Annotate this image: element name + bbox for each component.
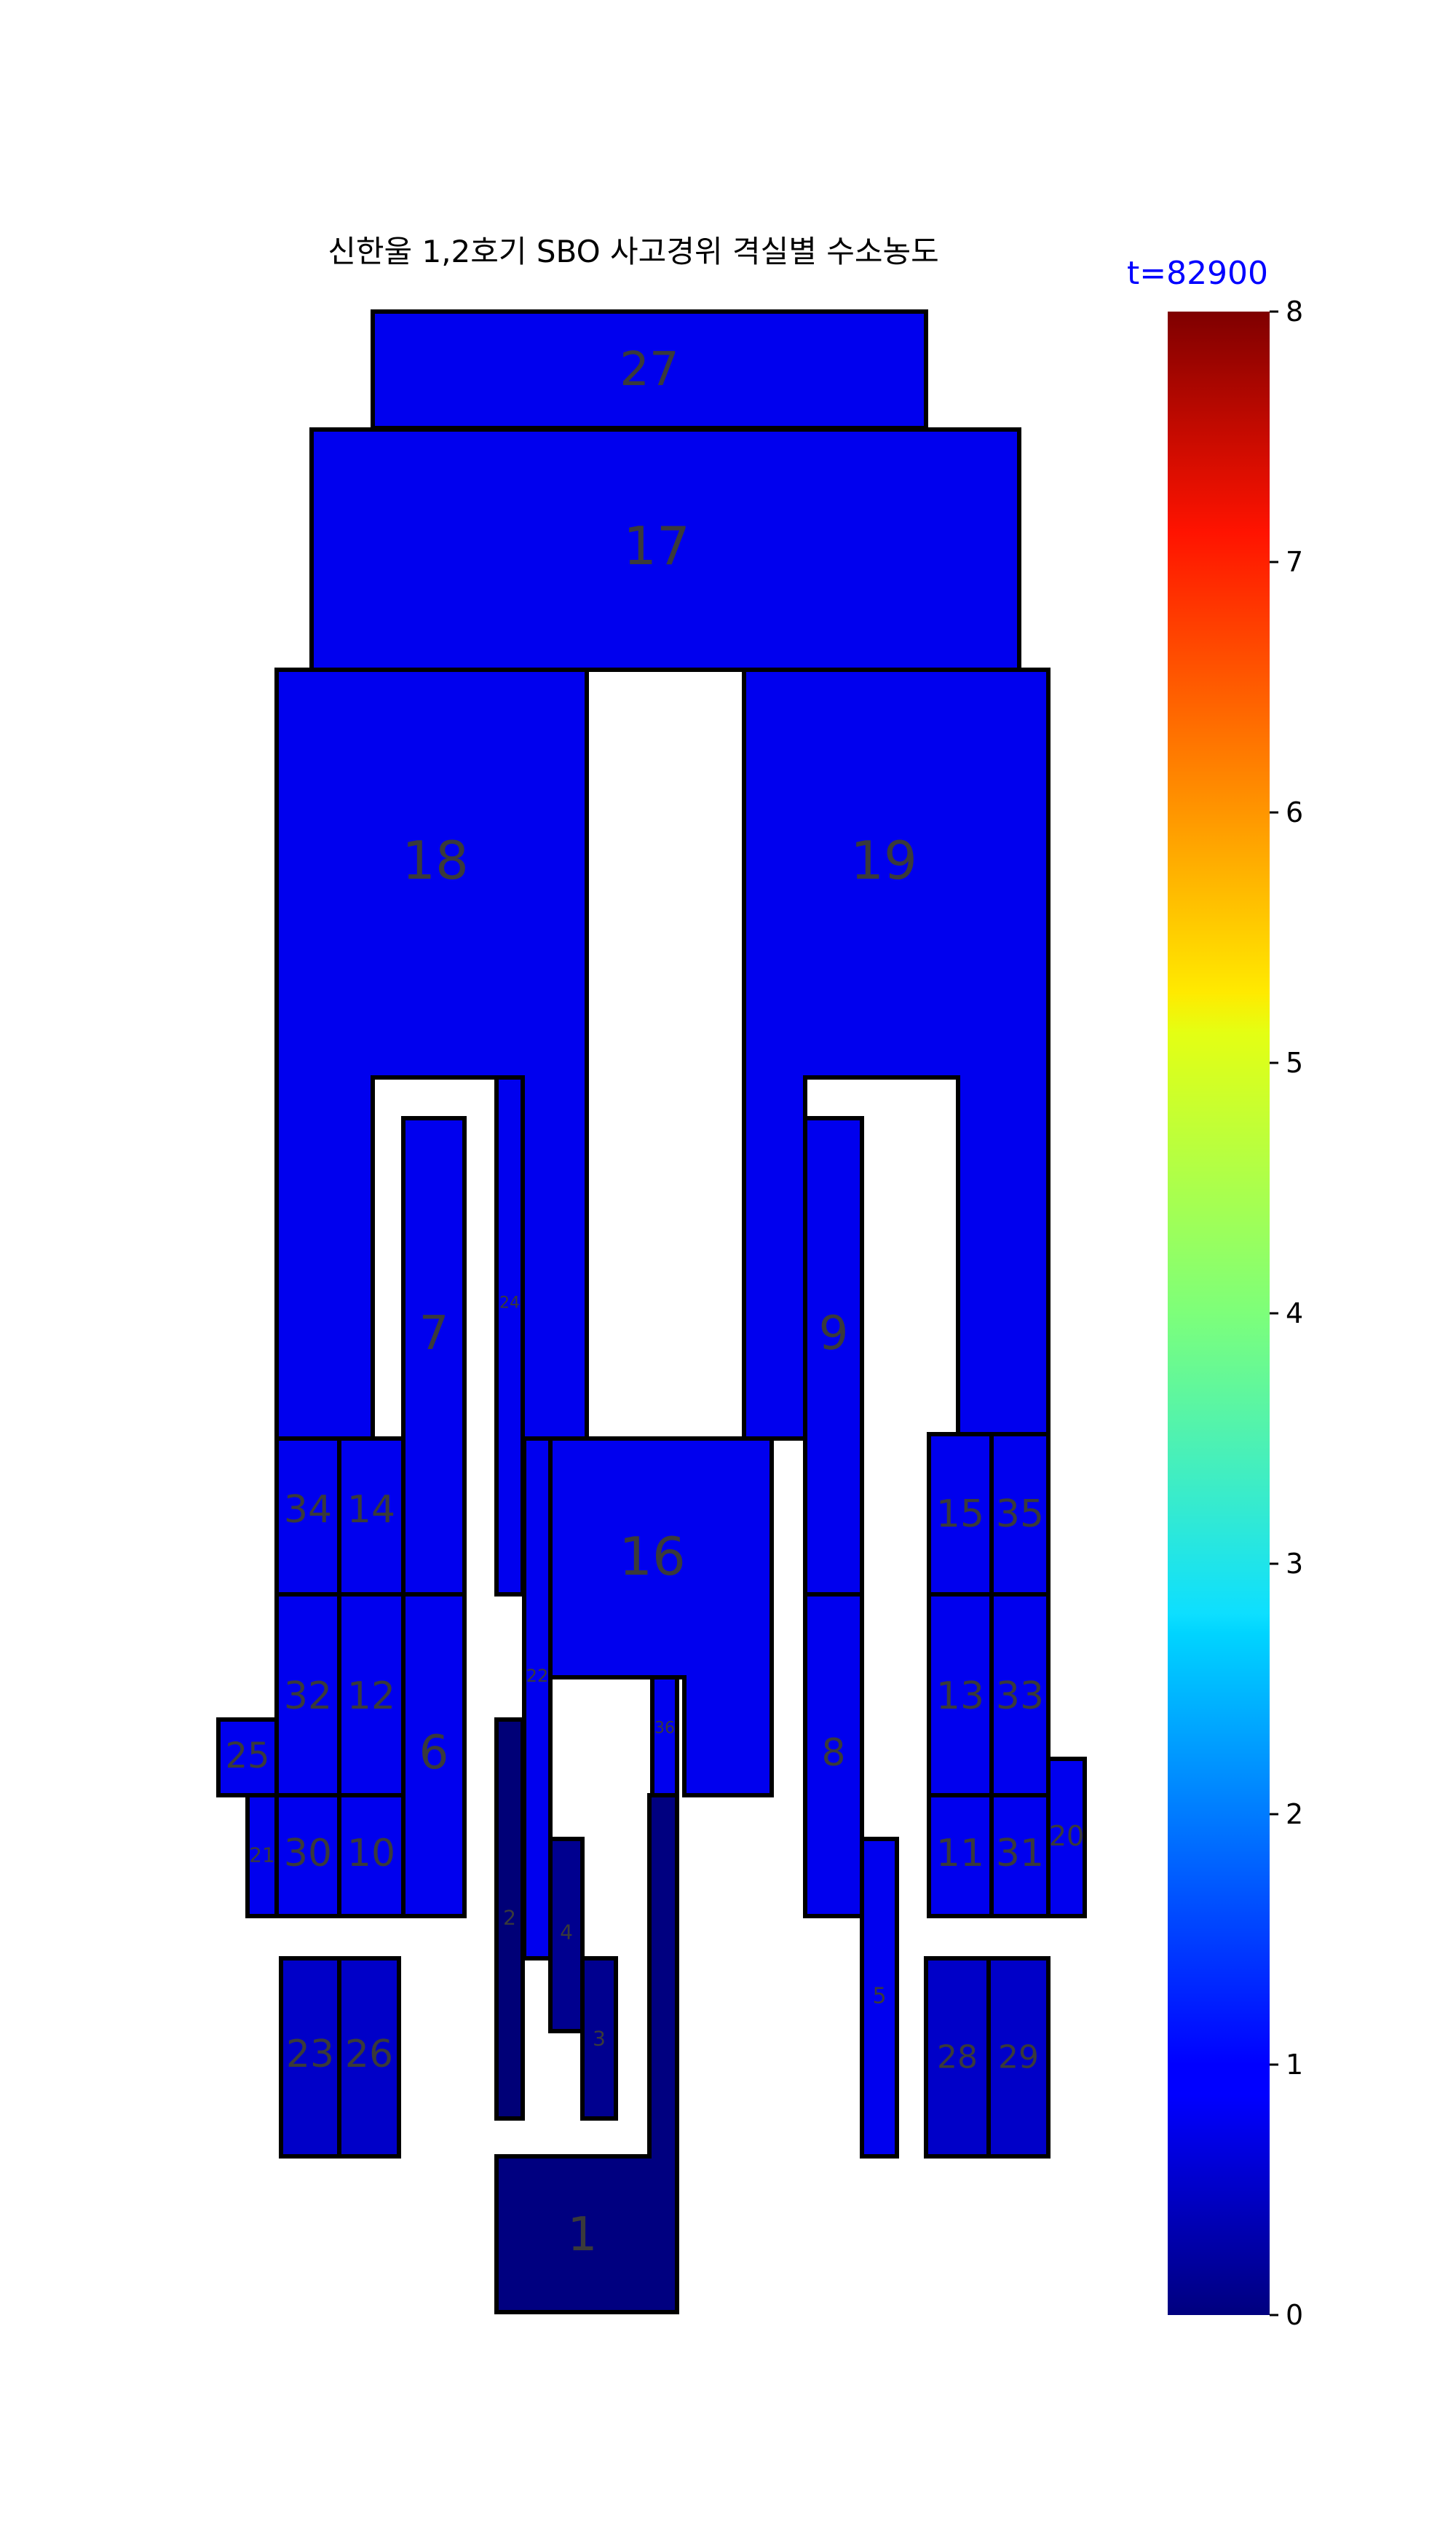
room-26 [337, 1956, 401, 2159]
room-label-35: 35 [996, 1492, 1044, 1536]
room-label-15: 15 [936, 1492, 984, 1536]
room-24 [494, 1075, 525, 1597]
colorbar-tick-label-1: 1 [1286, 2049, 1303, 2081]
room-2 [494, 1717, 525, 2121]
room-22 [522, 1436, 553, 1961]
room-29 [986, 1956, 1051, 2159]
room-19 [742, 668, 1051, 1441]
colorbar-gradient [1168, 312, 1270, 2315]
colorbar-tick-label-8: 8 [1286, 296, 1303, 328]
room-label-26: 26 [345, 2033, 393, 2076]
room-label-20: 20 [1049, 1820, 1084, 1852]
colorbar-tick-label-4: 4 [1286, 1297, 1303, 1329]
colorbar-tick-label-5: 5 [1286, 1047, 1303, 1079]
colorbar: 0 1 2 3 4 5 6 7 8 [1168, 296, 1303, 2331]
room-label-34: 34 [284, 1488, 332, 1532]
diagram-title: 신한울 1,2호기 SBO 사고경위 격실별 수소농도 [328, 234, 939, 269]
time-label: t=82900 [1127, 255, 1268, 292]
room-10 [337, 1793, 405, 1918]
room-label-30: 30 [284, 1832, 332, 1875]
room-label-36: 36 [654, 1720, 675, 1738]
room-label-14: 14 [347, 1488, 395, 1532]
room-5 [860, 1837, 899, 2159]
room-label-13: 13 [936, 1674, 984, 1718]
colorbar-ticks: 0 1 2 3 4 5 6 7 8 [1270, 296, 1303, 2331]
room-label-12: 12 [347, 1674, 395, 1718]
room-20 [1046, 1757, 1087, 1918]
room-label-2: 2 [503, 1906, 516, 1930]
room-label-18: 18 [402, 830, 469, 891]
room-label-28: 28 [937, 2039, 978, 2076]
room-label-10: 10 [347, 1832, 395, 1875]
room-1 [494, 1793, 679, 2314]
room-label-24: 24 [499, 1294, 520, 1313]
colorbar-tick-label-7: 7 [1286, 546, 1303, 578]
rooms-layer [216, 309, 1087, 2314]
room-label-16: 16 [619, 1526, 686, 1587]
colorbar-tick-label-2: 2 [1286, 1798, 1303, 1830]
room-label-7: 7 [419, 1307, 449, 1361]
room-label-3: 3 [593, 2027, 606, 2051]
room-label-6: 6 [419, 1726, 449, 1780]
room-label-23: 23 [286, 2033, 334, 2076]
colorbar-tick-label-0: 0 [1286, 2299, 1303, 2331]
room-label-33: 33 [996, 1674, 1044, 1718]
room-label-19: 19 [850, 830, 917, 891]
colorbar-tick-label-3: 3 [1286, 1548, 1303, 1580]
room-label-9: 9 [819, 1307, 849, 1361]
room-label-27: 27 [620, 343, 678, 397]
room-label-29: 29 [998, 2039, 1039, 2076]
room-label-11: 11 [936, 1832, 984, 1875]
room-label-8: 8 [821, 1731, 845, 1775]
colorbar-tick-label-6: 6 [1286, 796, 1303, 828]
room-label-1: 1 [568, 2208, 598, 2262]
room-label-32: 32 [284, 1674, 332, 1718]
room-3 [580, 1956, 618, 2121]
room-label-5: 5 [872, 1984, 886, 2009]
room-label-4: 4 [560, 1920, 573, 1944]
room-label-31: 31 [996, 1832, 1044, 1875]
room-label-17: 17 [623, 515, 690, 577]
room-label-22: 22 [526, 1666, 549, 1686]
room-label-25: 25 [225, 1736, 269, 1776]
room-label-21: 21 [249, 1843, 275, 1867]
